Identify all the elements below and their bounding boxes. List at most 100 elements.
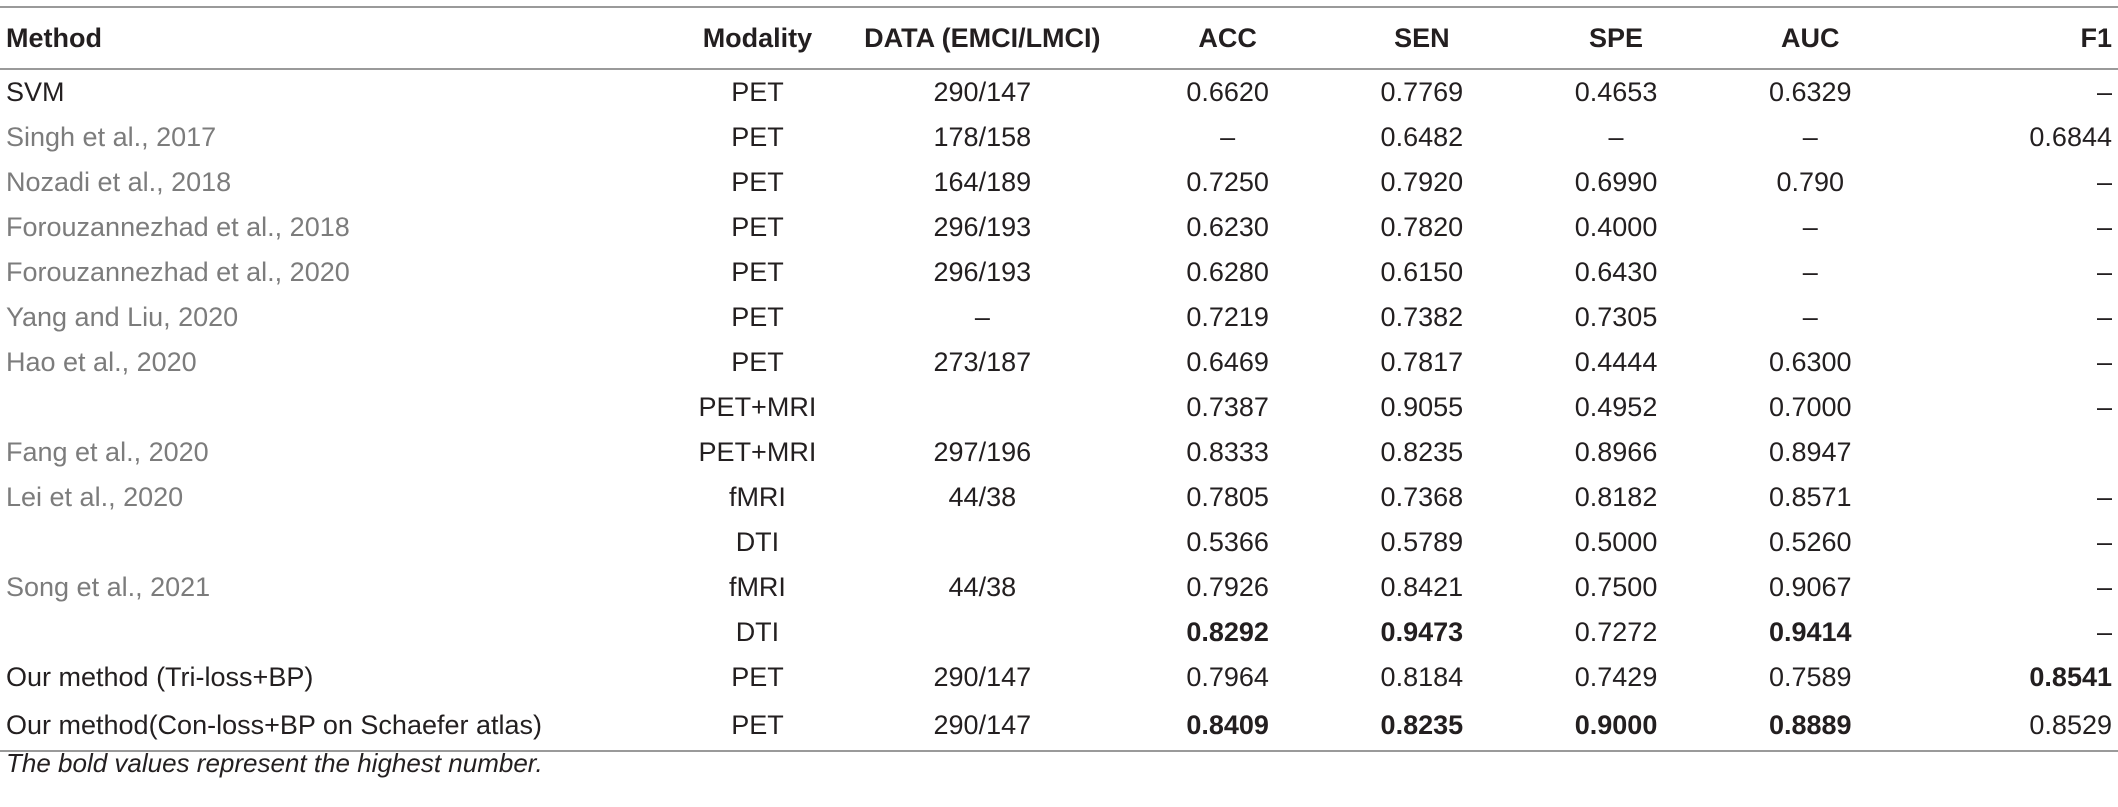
table-row: DTI 0.8292 0.9473 0.7272 0.9414 – — [0, 610, 2118, 655]
cell-data: 296/193 — [933, 212, 1032, 242]
table-row: Hao et al., 2020 PET 273/187 0.6469 0.7817 0.… — [0, 340, 2118, 385]
cell-modality: PET+MRI — [698, 392, 817, 422]
header-auc: AUC — [1781, 22, 1840, 53]
cell-f1: – — [2096, 212, 2112, 242]
cell-method: Forouzannezhad et al., 2020 — [6, 257, 350, 287]
cell-acc: 0.7964 — [1186, 662, 1269, 692]
cell-sen: 0.7817 — [1380, 347, 1464, 377]
cell-data: 273/187 — [933, 347, 1032, 377]
cell-sen: 0.8235 — [1380, 709, 1464, 740]
cell-acc: 0.8333 — [1186, 437, 1269, 467]
cell-spe: 0.9000 — [1574, 709, 1658, 740]
cell-spe: 0.7272 — [1574, 617, 1658, 647]
cell-f1: – — [2096, 392, 2112, 422]
cell-method: Song et al., 2021 — [6, 572, 211, 602]
cell-data: 297/196 — [933, 437, 1032, 467]
table-row: Fang et al., 2020 PET+MRI 297/196 0.8333 0.8… — [0, 430, 2118, 475]
cell-spe: 0.7429 — [1574, 662, 1658, 692]
cell-acc: 0.8409 — [1186, 709, 1269, 740]
cell-spe: 0.4952 — [1574, 392, 1658, 422]
cell-modality: PET+MRI — [698, 437, 817, 467]
cell-acc: 0.8292 — [1186, 617, 1269, 647]
cell-sen: 0.9473 — [1380, 617, 1464, 647]
cell-f1: – — [2096, 572, 2112, 602]
table-row: Singh et al., 2017 PET 178/158 – 0.6482 – – 0.6… — [0, 115, 2118, 160]
cell-f1: – — [2096, 482, 2112, 512]
cell-method: Our method (Tri-loss+BP) — [6, 662, 314, 692]
cell-data: 164/189 — [933, 167, 1032, 197]
cell-modality: PET — [731, 77, 784, 107]
results-table-container: Method Modality DATA (EMCI/LMCI) ACC SEN… — [0, 6, 2118, 752]
header-acc: ACC — [1198, 22, 1257, 53]
table-body: SVM PET 290/147 0.6620 0.7769 0.4653 0.6329– Si… — [0, 69, 2118, 751]
cell-data: 178/158 — [933, 122, 1032, 152]
cell-f1: – — [2096, 527, 2112, 557]
header-modality: Modality — [702, 22, 813, 53]
comparison-table: Method Modality DATA (EMCI/LMCI) ACC SEN… — [0, 6, 2118, 752]
cell-spe: 0.6430 — [1574, 257, 1658, 287]
cell-modality: PET — [731, 212, 784, 242]
cell-data: 290/147 — [933, 662, 1032, 692]
cell-f1: 0.8541 — [2029, 662, 2112, 692]
cell-modality: PET — [731, 122, 784, 152]
cell-acc: 0.7387 — [1186, 392, 1269, 422]
cell-method: Forouzannezhad et al., 2018 — [6, 212, 350, 242]
table-row: Our method(Con-loss+BP on Schaefer atlas… — [0, 700, 2118, 751]
cell-auc: – — [1802, 212, 1818, 242]
cell-sen: 0.8421 — [1380, 572, 1464, 602]
cell-method — [0, 520, 681, 565]
cell-data: 44/38 — [948, 482, 1017, 512]
cell-modality: PET — [731, 302, 784, 332]
cell-acc: 0.5366 — [1186, 527, 1269, 557]
cell-auc: 0.6300 — [1768, 347, 1852, 377]
header-f1: F1 — [2080, 22, 2112, 53]
cell-modality: fMRI — [728, 572, 786, 602]
cell-modality: PET — [731, 662, 784, 692]
table-row: Yang and Liu, 2020 PET – 0.7219 0.7382 0.7305… — [0, 295, 2118, 340]
cell-data: 296/193 — [933, 257, 1032, 287]
cell-auc: 0.9414 — [1768, 617, 1852, 647]
cell-spe: 0.4000 — [1574, 212, 1658, 242]
cell-data — [834, 610, 1130, 655]
cell-acc: 0.7219 — [1186, 302, 1269, 332]
cell-auc: – — [1802, 122, 1818, 152]
cell-method — [0, 610, 681, 655]
cell-f1: 0.6844 — [2029, 122, 2112, 152]
cell-f1: – — [2096, 167, 2112, 197]
cell-acc: 0.6230 — [1186, 212, 1269, 242]
cell-sen: 0.9055 — [1380, 392, 1464, 422]
header-spe: SPE — [1589, 22, 1644, 53]
cell-acc: 0.7805 — [1186, 482, 1269, 512]
cell-auc: 0.8889 — [1768, 709, 1852, 740]
cell-f1: – — [2096, 347, 2112, 377]
cell-sen: 0.6482 — [1380, 122, 1464, 152]
cell-acc: 0.7926 — [1186, 572, 1269, 602]
cell-method: Fang et al., 2020 — [6, 437, 209, 467]
cell-auc: 0.5260 — [1768, 527, 1852, 557]
cell-auc: – — [1802, 302, 1818, 332]
cell-f1 — [1907, 430, 2118, 475]
table-row: DTI 0.5366 0.5789 0.5000 0.5260 – — [0, 520, 2118, 565]
table-row: Our method (Tri-loss+BP) PET 290/147 0.7964… — [0, 655, 2118, 700]
cell-f1: – — [2096, 617, 2112, 647]
cell-auc: 0.6329 — [1768, 77, 1852, 107]
cell-method: Yang and Liu, 2020 — [6, 302, 239, 332]
cell-data: 290/147 — [933, 77, 1032, 107]
cell-method: Our method(Con-loss+BP on Schaefer atlas… — [6, 709, 543, 740]
cell-modality: DTI — [735, 617, 780, 647]
cell-spe: 0.8966 — [1574, 437, 1658, 467]
cell-sen: 0.7368 — [1380, 482, 1464, 512]
table-row: Forouzannezhad et al., 2018 PET 296/193 0.6… — [0, 205, 2118, 250]
cell-spe: 0.8182 — [1574, 482, 1658, 512]
cell-auc: – — [1802, 257, 1818, 287]
table-row: PET+MRI 0.7387 0.9055 0.4952 0.7000 – — [0, 385, 2118, 430]
cell-spe: 0.7500 — [1574, 572, 1658, 602]
table-row: Forouzannezhad et al., 2020 PET 296/193 0.6… — [0, 250, 2118, 295]
cell-method: Lei et al., 2020 — [6, 482, 184, 512]
cell-auc: 0.7000 — [1768, 392, 1852, 422]
cell-data — [834, 385, 1130, 430]
cell-sen: 0.7382 — [1380, 302, 1464, 332]
cell-data: 290/147 — [933, 709, 1032, 740]
cell-acc: 0.6280 — [1186, 257, 1269, 287]
cell-f1: – — [2096, 302, 2112, 332]
